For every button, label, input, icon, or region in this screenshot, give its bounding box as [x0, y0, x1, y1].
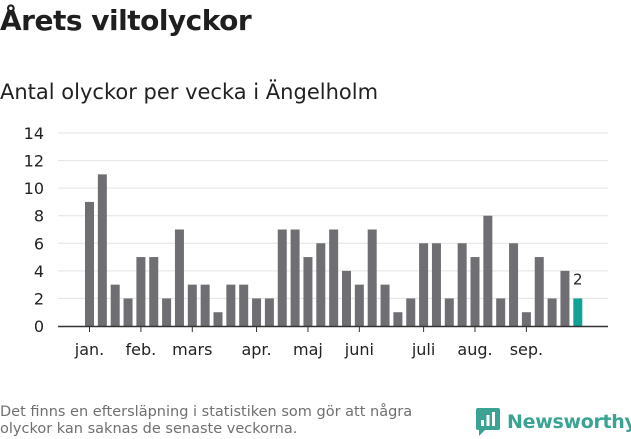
y-tick-label: 6 — [34, 234, 44, 253]
newsworthy-logo-icon — [476, 408, 500, 436]
bar — [316, 243, 326, 326]
bar — [277, 229, 287, 326]
y-tick-label: 12 — [24, 152, 44, 171]
y-tick-label: 2 — [34, 289, 44, 308]
bar — [85, 201, 94, 326]
bar — [174, 229, 184, 326]
bar — [303, 257, 313, 326]
bar — [290, 229, 300, 326]
bar — [547, 298, 557, 326]
y-tick-label: 8 — [34, 207, 44, 226]
bar — [136, 257, 146, 326]
x-tick-label: juni — [344, 340, 374, 359]
bar — [252, 298, 262, 326]
bars — [85, 174, 583, 326]
x-tick-label: maj — [293, 340, 323, 359]
bar — [213, 312, 223, 326]
x-tick-label: feb. — [126, 340, 157, 359]
bar — [110, 284, 120, 326]
bar — [419, 243, 429, 326]
bar — [444, 298, 454, 326]
x-tick-label: jan. — [74, 340, 104, 359]
x-tick-label: juli — [411, 340, 435, 359]
x-tick-label: sep. — [510, 340, 543, 359]
bar — [560, 270, 570, 326]
newsworthy-logo-text: Newsworthy — [507, 411, 631, 433]
footnote: Det finns en eftersläpning i statistiken… — [0, 404, 413, 437]
bar-current-week — [573, 298, 583, 326]
bar — [521, 312, 531, 326]
bar — [239, 284, 249, 326]
bar — [226, 284, 236, 326]
newsworthy-logo[interactable]: Newsworthy — [475, 407, 631, 437]
bar — [329, 229, 339, 326]
bar — [509, 243, 519, 326]
x-axis-ticks: jan. feb. mars apr. maj juni juli aug. sep. — [74, 326, 543, 359]
data-label: 2 — [573, 270, 583, 288]
y-tick-label: 4 — [34, 262, 44, 281]
bar — [367, 229, 377, 326]
x-tick-label: aug. — [457, 340, 492, 359]
bar — [457, 243, 467, 326]
bar — [162, 298, 172, 326]
bar — [534, 257, 544, 326]
bar — [393, 312, 403, 326]
x-tick-label: mars — [172, 340, 212, 359]
bar — [380, 284, 390, 326]
bar — [187, 284, 197, 326]
y-tick-label: 0 — [34, 317, 44, 336]
bar — [431, 243, 441, 326]
chart-subtitle: Antal olyckor per vecka i Ängelholm — [0, 80, 379, 104]
data-labels: 2 — [573, 270, 583, 288]
bar — [149, 257, 159, 326]
x-tick-label: apr. — [241, 340, 271, 359]
y-tick-label: 14 — [24, 124, 44, 143]
bar — [200, 284, 210, 326]
bar — [264, 298, 274, 326]
bar — [123, 298, 133, 326]
bar — [470, 257, 480, 326]
y-tick-label: 10 — [24, 179, 44, 198]
y-axis-ticks: 0 2 4 6 8 10 12 14 — [24, 124, 44, 336]
bar — [97, 174, 107, 326]
bar — [354, 284, 364, 326]
bar — [483, 215, 493, 326]
bar — [406, 298, 416, 326]
bar — [496, 298, 506, 326]
chart-title: Årets viltolyckor — [0, 4, 252, 37]
bar — [342, 270, 351, 326]
